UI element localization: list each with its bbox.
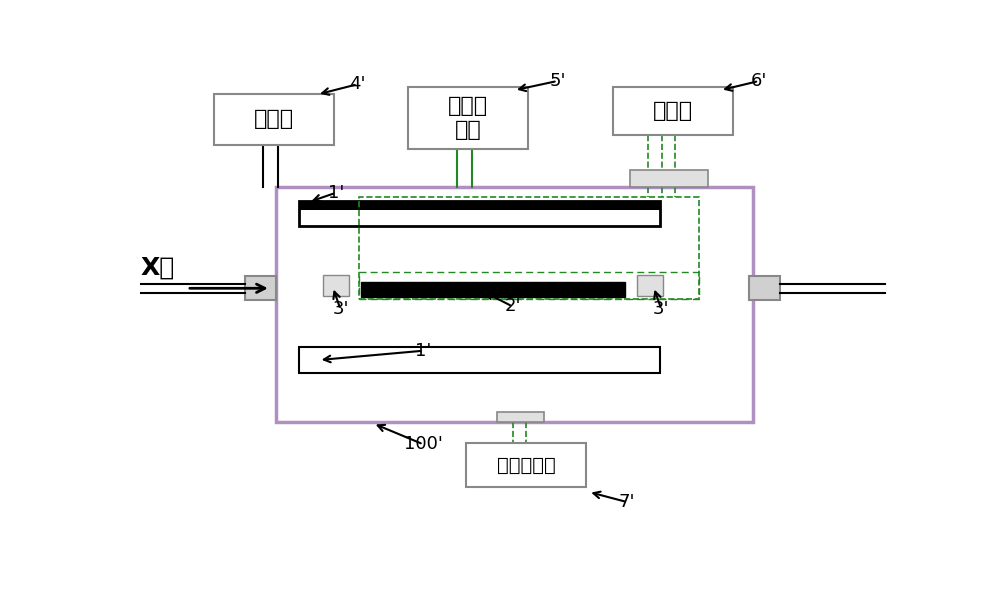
Bar <box>323 275 349 296</box>
Text: 1': 1' <box>415 342 432 360</box>
Bar <box>299 201 660 226</box>
Bar <box>637 275 663 296</box>
Bar <box>749 276 780 301</box>
Bar <box>359 272 698 299</box>
Bar <box>299 347 660 373</box>
Text: 3': 3' <box>332 300 349 318</box>
Bar <box>359 197 698 299</box>
Text: 7': 7' <box>619 493 635 511</box>
Bar <box>361 282 625 297</box>
Text: 4': 4' <box>349 75 366 93</box>
Text: 5': 5' <box>549 72 566 90</box>
Text: 2': 2' <box>504 298 521 315</box>
Text: 质量流量计: 质量流量计 <box>497 456 555 474</box>
Text: 1': 1' <box>328 184 344 202</box>
Bar <box>630 171 708 187</box>
Text: 6': 6' <box>751 72 767 90</box>
Bar <box>214 94 334 145</box>
Bar <box>613 87 733 136</box>
Bar <box>408 87 528 149</box>
Text: 皮安计: 皮安计 <box>653 101 693 121</box>
Bar <box>276 187 753 422</box>
Bar <box>299 201 660 210</box>
Bar <box>466 443 586 487</box>
Bar <box>245 276 276 301</box>
Text: 电容薄
膜规: 电容薄 膜规 <box>448 96 488 140</box>
Text: 3': 3' <box>653 300 670 318</box>
Text: 100': 100' <box>404 436 443 453</box>
Text: X光: X光 <box>140 255 175 280</box>
Bar <box>497 412 544 422</box>
Text: 分子泵: 分子泵 <box>254 109 294 129</box>
